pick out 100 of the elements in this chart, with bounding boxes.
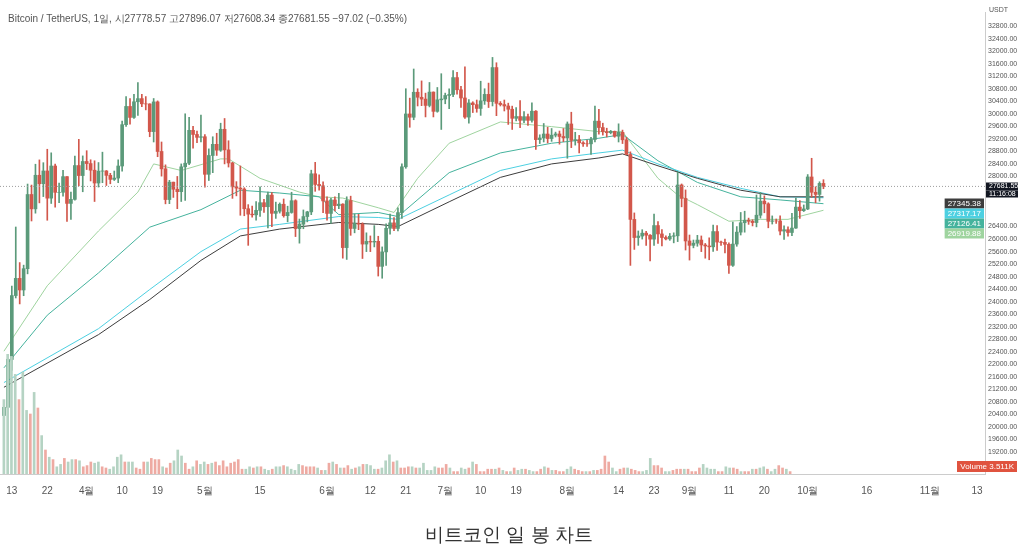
bar: [301, 465, 304, 474]
bar: [490, 468, 493, 474]
bar: [335, 464, 338, 474]
bar: [543, 466, 546, 474]
bar: [524, 468, 527, 474]
bar: [493, 468, 497, 474]
bar: [93, 462, 96, 474]
bar: [391, 461, 395, 474]
bar: [784, 468, 788, 474]
bar: [656, 465, 660, 474]
bar: [546, 467, 550, 474]
bar: [399, 467, 403, 474]
chart-subtitle: Bitcoin / TetherUS, 1일, 시27778.57 고27896.07 저27608.34 종27681.55 −97.02 (−0.35%): [8, 12, 407, 26]
bar: [278, 466, 282, 474]
bar: [595, 470, 599, 474]
x-tick-label: 19: [152, 484, 164, 496]
bar: [486, 468, 490, 474]
x-tick-label: 14: [613, 484, 625, 496]
bar: [252, 467, 255, 474]
bar: [320, 470, 323, 474]
bar: [622, 467, 626, 474]
candlestick: [407, 97, 412, 128]
x-tick-label: 8월: [559, 484, 576, 496]
bar: [248, 466, 251, 474]
x-tick-label: 10: [475, 484, 487, 496]
bar: [512, 467, 516, 474]
bar: [176, 449, 180, 474]
bar: [127, 461, 130, 474]
bar: [6, 354, 9, 474]
bar: [743, 471, 747, 474]
bar: [131, 461, 134, 474]
bar: [388, 454, 391, 474]
bar: [89, 461, 93, 474]
bar: [452, 471, 455, 474]
bar: [55, 466, 59, 474]
annotation: Volume 3.511K: [957, 461, 1017, 472]
bar: [28, 413, 32, 474]
bar: [183, 462, 187, 474]
bar: [505, 471, 508, 474]
candlestick: [514, 107, 518, 122]
bar: [592, 470, 595, 474]
bar: [573, 468, 576, 474]
bar: [456, 471, 459, 474]
x-tick-label: 22: [41, 484, 54, 496]
bar: [161, 466, 164, 474]
bar: [229, 462, 232, 474]
bar: [149, 458, 153, 474]
bar: [78, 460, 81, 474]
bar: [202, 461, 206, 474]
candlestick: [136, 82, 140, 116]
bar: [74, 459, 78, 474]
bar: [766, 468, 769, 474]
bar: [475, 464, 478, 474]
candlestick: [175, 176, 180, 210]
bar: [357, 466, 361, 474]
x-tick-label: 20: [758, 484, 771, 496]
bar: [459, 467, 463, 474]
bar: [21, 371, 25, 474]
candlestick: [337, 193, 341, 210]
bar: [614, 471, 618, 474]
bar: [115, 456, 119, 474]
x-tick-label: 11월: [919, 484, 941, 496]
x-tick-label: 10: [116, 484, 129, 496]
bar: [44, 449, 47, 474]
candlestick: [478, 80, 483, 116]
annotation: 27126.41: [947, 218, 982, 228]
candlestick: [797, 200, 802, 219]
bar: [142, 461, 146, 474]
bar: [769, 471, 773, 474]
bar: [304, 466, 308, 474]
bar: [527, 470, 531, 474]
candlestick: [541, 123, 546, 143]
bar: [577, 470, 580, 474]
bar: [709, 468, 713, 474]
bar: [372, 468, 376, 474]
bar: [338, 467, 342, 474]
bar: [331, 461, 335, 474]
bar: [728, 467, 731, 474]
bar: [286, 466, 289, 474]
candlestick: [199, 114, 203, 143]
x-tick-label: 7월: [437, 484, 453, 496]
x-tick-label: 13: [971, 484, 984, 496]
bar: [267, 470, 270, 474]
bar: [558, 471, 561, 474]
bar: [323, 470, 327, 474]
annotation: 27345.38: [947, 198, 982, 208]
bar: [626, 467, 629, 474]
bar: [588, 471, 592, 474]
bar: [713, 468, 716, 474]
candlestick: [585, 139, 589, 147]
bar: [611, 467, 614, 474]
bar: [233, 461, 236, 474]
bar: [422, 462, 425, 474]
bar: [210, 462, 214, 474]
bar: [350, 468, 353, 474]
bar: [165, 467, 168, 474]
bar: [694, 471, 697, 474]
bar: [747, 471, 750, 474]
bar: [777, 465, 781, 474]
bar: [134, 467, 138, 474]
